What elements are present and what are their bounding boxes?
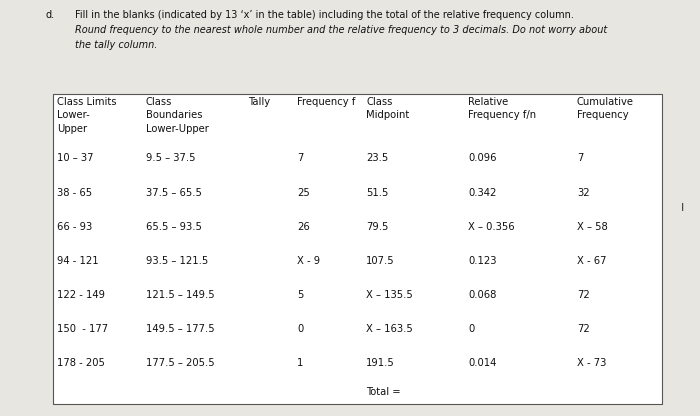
Text: 32: 32 [577,188,589,198]
Text: 1: 1 [297,358,303,368]
Text: 0.014: 0.014 [468,358,496,368]
Text: Class Limits: Class Limits [57,97,116,107]
Text: Boundaries: Boundaries [146,110,202,120]
Text: 5: 5 [297,290,303,300]
Text: 51.5: 51.5 [366,188,389,198]
Text: 7: 7 [577,154,583,163]
Text: X – 135.5: X – 135.5 [366,290,413,300]
Text: Frequency: Frequency [577,110,629,120]
Text: d.: d. [46,10,55,20]
Text: 0.342: 0.342 [468,188,496,198]
Text: Class: Class [366,97,393,107]
Text: Frequency f/n: Frequency f/n [468,110,536,120]
Text: 72: 72 [577,290,589,300]
Text: X – 163.5: X – 163.5 [366,324,413,334]
Text: 23.5: 23.5 [366,154,389,163]
Text: 7: 7 [297,154,303,163]
Text: Total =: Total = [366,387,401,397]
Text: X – 58: X – 58 [577,222,608,232]
Text: 121.5 – 149.5: 121.5 – 149.5 [146,290,214,300]
Text: 65.5 – 93.5: 65.5 – 93.5 [146,222,202,232]
Text: 93.5 – 121.5: 93.5 – 121.5 [146,256,208,266]
Text: 9.5 – 37.5: 9.5 – 37.5 [146,154,195,163]
Text: the tally column.: the tally column. [75,40,158,50]
Text: 177.5 – 205.5: 177.5 – 205.5 [146,358,214,368]
Text: X – 0.356: X – 0.356 [468,222,514,232]
Text: 66 - 93: 66 - 93 [57,222,92,232]
Text: Lower-: Lower- [57,110,90,120]
Text: 25: 25 [297,188,310,198]
Text: 178 - 205: 178 - 205 [57,358,104,368]
Text: Cumulative: Cumulative [577,97,634,107]
Text: 38 - 65: 38 - 65 [57,188,92,198]
Text: 26: 26 [297,222,310,232]
Text: 0: 0 [468,324,475,334]
Text: 122 - 149: 122 - 149 [57,290,105,300]
Text: X - 9: X - 9 [297,256,320,266]
Text: 0.096: 0.096 [468,154,497,163]
Text: I: I [680,203,684,213]
Text: Tally: Tally [248,97,270,107]
Text: X - 67: X - 67 [577,256,606,266]
Text: 191.5: 191.5 [366,358,395,368]
Text: Fill in the blanks (indicated by 13 ‘x’ in the table) including the total of the: Fill in the blanks (indicated by 13 ‘x’ … [75,10,574,20]
Text: X - 73: X - 73 [577,358,606,368]
Text: 0: 0 [297,324,303,334]
Text: Upper: Upper [57,124,87,134]
Text: Midpoint: Midpoint [366,110,410,120]
Text: 10 – 37: 10 – 37 [57,154,93,163]
Text: Class: Class [146,97,172,107]
Text: 0.068: 0.068 [468,290,496,300]
Text: 149.5 – 177.5: 149.5 – 177.5 [146,324,214,334]
Text: Frequency f: Frequency f [297,97,356,107]
Text: 79.5: 79.5 [366,222,389,232]
Text: 0.123: 0.123 [468,256,497,266]
Text: 72: 72 [577,324,589,334]
Text: Round frequency to the nearest whole number and the relative frequency to 3 deci: Round frequency to the nearest whole num… [75,25,607,35]
Text: 94 - 121: 94 - 121 [57,256,98,266]
Text: Relative: Relative [468,97,508,107]
Text: 107.5: 107.5 [366,256,395,266]
Text: 37.5 – 65.5: 37.5 – 65.5 [146,188,202,198]
Text: Lower-Upper: Lower-Upper [146,124,209,134]
Text: 150  - 177: 150 - 177 [57,324,108,334]
